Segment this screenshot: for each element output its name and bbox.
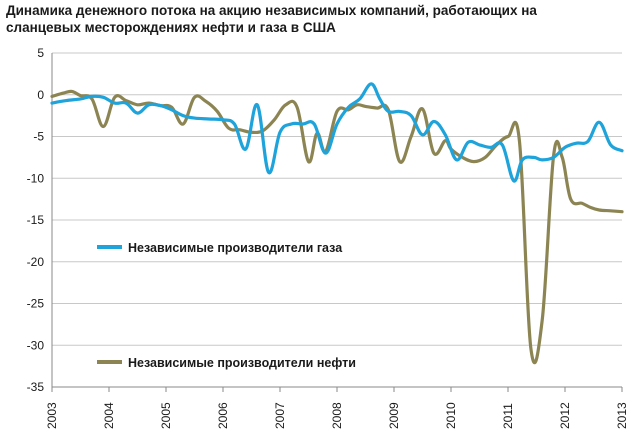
series-lines	[50, 82, 624, 365]
y-tick-label: -10	[27, 171, 45, 185]
series-line-gas	[50, 82, 624, 183]
x-tick-label: 2006	[216, 402, 230, 429]
y-tick-label: -5	[33, 130, 44, 144]
y-tick-label: -35	[27, 380, 45, 394]
y-tick-label: -25	[27, 297, 45, 311]
gridlines	[52, 52, 622, 388]
series-line-oil	[50, 89, 624, 365]
y-tick-label: 5	[37, 46, 44, 60]
legend-label-gas: Независимые производители газа	[128, 241, 343, 255]
y-axis: 5 0 -5 -10 -15 -20 -25 -30 -35	[27, 46, 53, 394]
y-tick-label: -15	[27, 213, 45, 227]
x-tick-label: 2009	[387, 402, 401, 429]
y-tick-label: -30	[27, 338, 45, 352]
legend-label-oil: Независимые производители нефти	[128, 356, 356, 370]
x-tick-label: 2004	[102, 402, 116, 429]
y-tick-label: 0	[37, 88, 44, 102]
x-tick-label: 2012	[558, 402, 572, 429]
chart-title-line-1: Динамика денежного потока на акцию незав…	[6, 3, 537, 18]
x-axis: 2003 2004 2005 2006 2007 2008 2009 2010 2011 2012…	[45, 386, 629, 429]
chart-title-line-2: сланцевых месторождениях нефти и газа в …	[6, 20, 336, 35]
legend: Независимые производители газа Независим…	[97, 241, 356, 370]
chart-title: Динамика денежного потока на акцию незав…	[6, 2, 626, 36]
x-tick-label: 2005	[159, 402, 173, 429]
y-tick-label: -20	[27, 255, 45, 269]
x-tick-label: 2008	[330, 402, 344, 429]
x-tick-label: 2003	[45, 402, 59, 429]
x-tick-label: 2013	[615, 402, 629, 429]
x-tick-label: 2011	[501, 403, 515, 429]
x-tick-label: 2007	[273, 402, 287, 429]
x-tick-label: 2010	[444, 402, 458, 429]
